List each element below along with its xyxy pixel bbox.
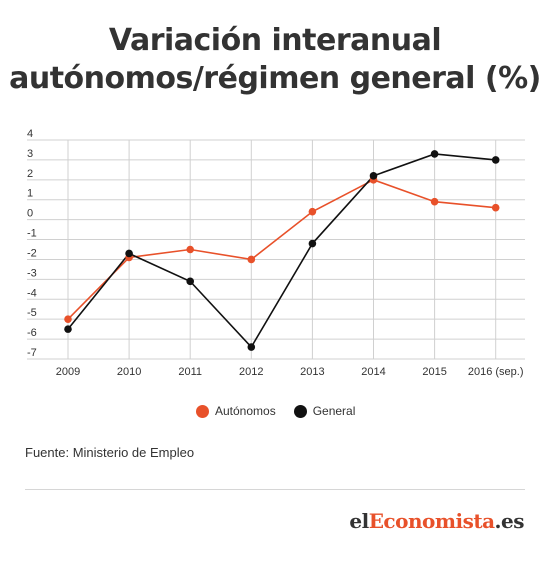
y-tick-label: 3: [27, 148, 33, 160]
legend-item-autonomos: Autónomos: [196, 404, 276, 418]
legend-label-general: General: [312, 404, 356, 418]
data-point-autonomos: [430, 197, 439, 206]
data-point-general: [186, 277, 194, 286]
data-point-general: [308, 239, 317, 248]
x-tick-label: 2016 (sep.): [468, 366, 524, 378]
brand-logo: elEconomista.es: [349, 509, 524, 533]
data-point-general: [125, 249, 133, 258]
x-tick-label: 2010: [117, 366, 141, 378]
y-tick-label: 4: [27, 128, 33, 140]
data-point-autonomos: [491, 203, 500, 212]
y-tick-label: 2: [27, 168, 33, 180]
data-point-general: [430, 150, 439, 158]
data-point-general: [64, 325, 72, 333]
x-tick-label: 2009: [56, 366, 80, 378]
data-point-autonomos: [64, 315, 72, 323]
y-tick-label: -4: [27, 287, 37, 299]
data-point-general: [247, 343, 256, 351]
series-line-general: [67, 153, 496, 349]
data-point-autonomos: [308, 207, 317, 216]
x-tick-label: 2013: [300, 366, 324, 378]
y-tick-label: -6: [27, 327, 37, 339]
chart-title-line-1: Variación interanual: [108, 23, 442, 58]
line-chart: 4 3 2 1 0 -1 -2 -3 -4 -5 -6 -7 2009 2010 2011 2012 2013 2…: [27, 128, 525, 378]
chart-title-line-2: autónomos/régimen general (%): [9, 61, 541, 96]
y-tick-label: -1: [27, 228, 37, 240]
data-point-general: [491, 156, 500, 164]
chart-legend: Autónomos General: [196, 404, 373, 418]
x-tick-label: 2014: [361, 366, 385, 378]
y-tick-label: -3: [27, 267, 37, 279]
y-tick-label: 1: [27, 188, 33, 200]
legend-label-autonomos: Autónomos: [215, 404, 276, 418]
chart-title: Variación interanual autónomos/régimen g…: [0, 22, 550, 98]
data-point-autonomos: [186, 245, 194, 254]
series-line-autonomos: [67, 178, 496, 320]
divider: [25, 489, 525, 490]
legend-swatch-autonomos: [196, 404, 209, 418]
x-tick-label: 2015: [422, 366, 446, 378]
legend-swatch-general: [293, 404, 307, 418]
source-note: Fuente: Ministerio de Empleo: [25, 445, 195, 460]
y-tick-label: -7: [27, 347, 37, 359]
y-tick-label: 0: [27, 208, 33, 220]
x-tick-label: 2012: [239, 366, 263, 378]
legend-item-general: General: [293, 404, 356, 418]
data-point-general: [369, 172, 378, 180]
x-tick-label: 2011: [178, 366, 202, 378]
y-tick-label: -5: [27, 307, 37, 319]
y-tick-label: -2: [27, 247, 37, 259]
data-point-autonomos: [247, 255, 256, 264]
